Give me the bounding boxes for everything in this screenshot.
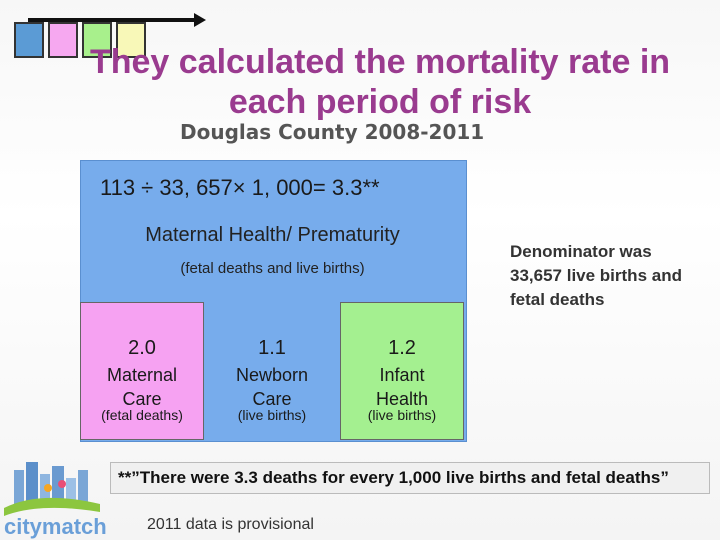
cell-value: 2.0 [128,337,156,359]
green-square [82,22,112,58]
cell-value: 1.1 [258,337,286,359]
infant-health-cell: 1.2 Infant Health (live births) [340,302,464,440]
newborn-care-cell: 1.1 Newborn Care (live births) [210,302,334,440]
cell-name-line2: Care [122,389,162,409]
cell-name-line1: Newborn [235,365,309,385]
slide-subtitle: Douglas County 2008-2011 [180,120,485,144]
cell-name-line2: Care [252,389,292,409]
quote-text: **”There were 3.3 deaths for every 1,000… [118,468,669,487]
pink-square [48,22,78,58]
citymatch-logo-icon [4,462,100,516]
slide-title: They calculated the mortality rate in ea… [89,43,671,121]
cell-sub: (live births) [367,407,437,423]
provisional-note: 2011 data is provisional [147,516,314,533]
main-box-subtitle: (fetal deaths and live births) [180,260,365,277]
decorative-squares [14,13,206,58]
arrow-head-icon [194,13,206,27]
cell-name: Infant Health [341,363,463,411]
arrow-icon [28,18,200,22]
cell-name-line2: Health [375,389,429,409]
main-box-title: Maternal Health/ Prematurity [145,224,400,246]
yellow-square [116,22,146,58]
maternal-care-cell: 2.0 Maternal Care (fetal deaths) [80,302,204,440]
cell-name-line1: Maternal [106,365,178,385]
cell-value: 1.2 [388,337,416,359]
cell-sub: (live births) [237,407,307,423]
denominator-note: Denominator was 33,657 live births and f… [510,242,682,309]
cell-name-line1: Infant [379,365,425,385]
quote-box [110,462,710,494]
cell-name: Newborn Care [211,363,333,411]
logo-text: citymatch [4,514,107,539]
formula: 113 ÷ 33, 657× 1, 000= 3.3** [100,175,380,200]
blue-square [14,22,44,58]
cell-name: Maternal Care [81,363,203,411]
cell-sub: (fetal deaths) [101,407,183,423]
